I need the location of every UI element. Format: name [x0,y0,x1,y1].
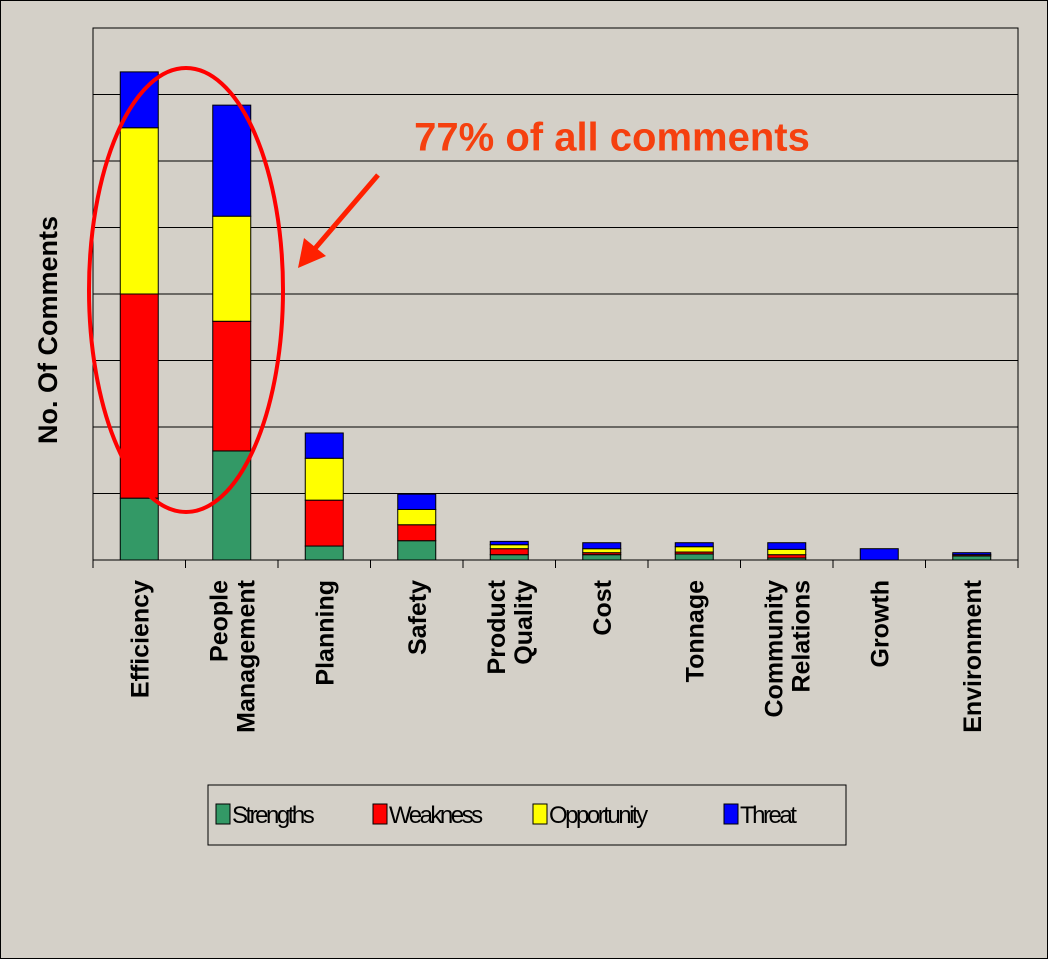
bar-segment [952,555,992,561]
bar-segment [304,499,344,547]
bar-segment [119,127,159,295]
bar-segment [397,508,437,526]
x-tick-label: Safety [404,580,432,655]
arrow [310,173,380,254]
legend-swatch [532,803,548,825]
arrow-head [298,238,326,268]
legend-swatch [372,803,388,825]
bar-segment [397,540,437,561]
legend-label: Threat [740,802,797,829]
bar-segment [582,542,622,550]
bar-segment [767,542,807,550]
bar-segment [489,540,529,546]
y-axis-label: No. Of Comments [33,216,63,444]
bar-segment [952,552,992,556]
bar-segment [397,493,437,510]
bar-segment [582,548,622,554]
x-tick-label: Environment [959,579,987,732]
x-tick-label: PeopleManagement [205,579,260,732]
highlight-ellipse [87,66,285,514]
legend-label: Strengths [232,802,315,829]
x-tick-label: Cost [589,579,617,635]
bar-segment [674,546,714,553]
bar-segment [212,104,252,217]
bar-segment [212,215,252,322]
legend-label: Opportunity [549,802,648,829]
legend-box [207,784,847,846]
bar-segment [304,545,344,561]
bar-segment [489,548,529,556]
legend-label: Weakness [389,802,483,829]
annotation: 77% of all comments [414,116,810,160]
bar-segment [119,497,159,561]
bar-segment [767,548,807,556]
x-tick-label: Efficiency [126,580,154,698]
x-tick-label: ProductQuality [483,579,538,674]
bar-segment [397,524,437,542]
legend-swatch [723,803,739,825]
x-tick-label: CommunityRelations [760,580,815,718]
bar-segment [489,544,529,550]
bar-segment [674,553,714,561]
bar-segment [582,554,622,561]
bar-segment [212,320,252,452]
legend-swatch [215,803,231,825]
bar-segment [304,432,344,459]
x-tick-label: Tonnage [681,580,709,682]
bar-segment [489,554,529,561]
bar-segment [859,548,899,561]
x-tick-label: Planning [311,580,339,686]
x-tick-label: Growth [866,580,894,668]
bar-segment [674,542,714,548]
bar-segment [304,457,344,501]
